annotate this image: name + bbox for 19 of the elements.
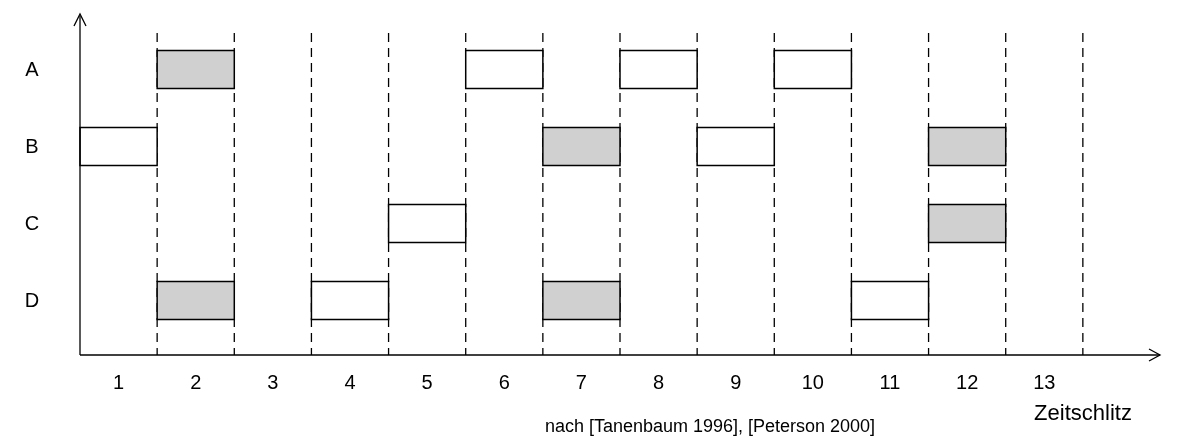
x-tick-label: 13 [1033, 371, 1056, 393]
x-tick-label: 5 [421, 371, 433, 393]
x-tick-label: 1 [113, 371, 125, 393]
x-axis-title: Zeitschlitz [1034, 400, 1132, 425]
x-tick-label: 9 [730, 371, 742, 393]
y-tick-label: D [24, 288, 40, 311]
x-tick-label: 4 [344, 371, 356, 393]
x-tick-label: 12 [956, 371, 979, 393]
y-tick-label: C [24, 211, 40, 234]
x-tick-label: 2 [190, 371, 202, 393]
x-tick-label: 7 [575, 371, 587, 393]
x-tick-label: 11 [879, 371, 901, 393]
x-tick-label: 8 [653, 371, 665, 393]
y-tick-label: A [25, 57, 40, 80]
text: nach [Tanenbaum 1996], [Peterson 2000] [544, 416, 876, 436]
x-tick-label: 10 [801, 371, 824, 393]
x-tick-label: 3 [267, 371, 279, 393]
x-tick-label: 6 [498, 371, 510, 393]
y-tick-label: B [25, 134, 39, 157]
